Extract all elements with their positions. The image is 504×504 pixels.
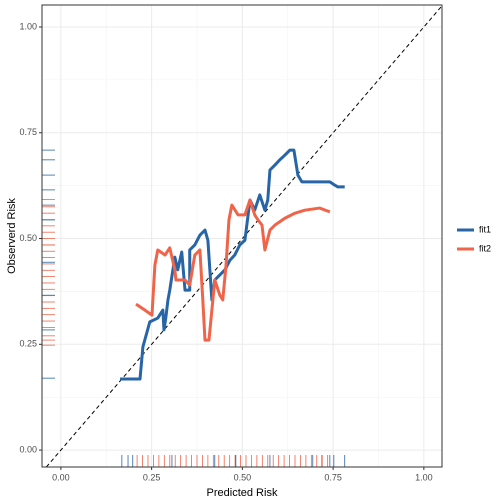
y-tick-label: 0.50 <box>19 233 37 243</box>
series-line <box>135 198 331 342</box>
x-tick-label: 0.00 <box>52 472 70 482</box>
x-tick-label: 1.00 <box>415 472 433 482</box>
y-axis-title: Observerd Risk <box>6 198 18 274</box>
x-tick-label: 0.50 <box>234 472 252 482</box>
y-tick-label: 0.00 <box>19 444 37 454</box>
y-tick-label: 0.25 <box>19 339 37 349</box>
panel-border <box>41 4 443 468</box>
y-tick-label: 1.00 <box>19 21 37 31</box>
x-axis-title: Predicted Risk <box>207 487 278 499</box>
x-tick-label: 0.25 <box>143 472 161 482</box>
series-line <box>120 148 345 381</box>
x-tick-label: 0.75 <box>324 472 342 482</box>
legend-label: fit1 <box>479 224 491 234</box>
y-tick-label: 0.75 <box>19 127 37 137</box>
legend-label: fit2 <box>479 243 491 253</box>
